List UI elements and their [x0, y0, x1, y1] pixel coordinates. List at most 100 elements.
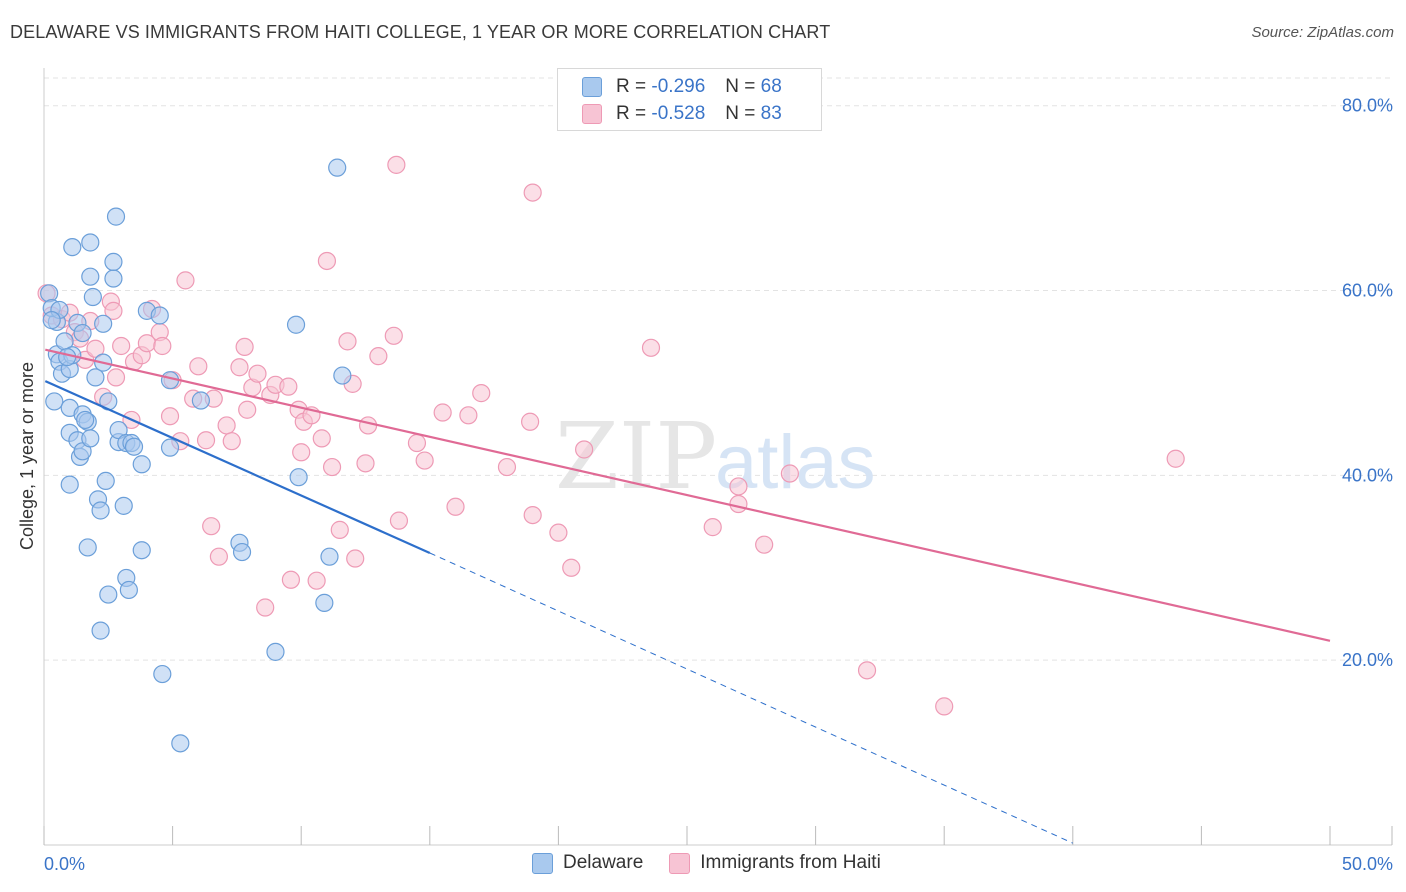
data-point-haiti: [369, 347, 388, 366]
data-point-delaware: [73, 323, 92, 343]
data-point-haiti: [729, 494, 748, 514]
data-point-haiti: [523, 505, 542, 525]
legend-r-value: -0.528: [651, 103, 706, 124]
data-point-haiti: [176, 271, 195, 290]
data-point-delaware: [289, 468, 308, 487]
data-point-haiti: [935, 697, 954, 716]
legend-swatch-haiti: [669, 852, 691, 874]
data-point-haiti: [521, 412, 540, 431]
data-point-haiti: [356, 454, 375, 473]
data-point-delaware: [104, 252, 123, 271]
data-point-haiti: [755, 535, 774, 554]
data-point-delaware: [94, 314, 113, 333]
data-point-haiti: [104, 301, 123, 320]
correlation-legend: R = -0.296 N = 68 R = -0.528 N = 83: [557, 68, 822, 131]
axes: [43, 68, 1393, 846]
data-point-delaware: [76, 410, 95, 430]
data-point-haiti: [86, 339, 105, 358]
data-point-delaware: [266, 642, 285, 661]
data-point-haiti: [575, 440, 594, 459]
data-point-delaware: [106, 207, 126, 226]
data-point-delaware: [83, 287, 102, 307]
data-point-haiti: [415, 451, 434, 470]
tick-labels: 20.0% 40.0% 60.0% 80.0% 0.0% 50.0%: [44, 96, 1393, 874]
series-delaware: [40, 158, 352, 753]
y-tick-label: 80.0%: [1342, 96, 1393, 116]
data-point-haiti: [641, 338, 661, 357]
data-point-haiti: [209, 547, 228, 566]
data-point-haiti: [307, 571, 326, 590]
data-point-delaware: [81, 267, 100, 286]
data-point-delaware: [153, 664, 172, 684]
data-point-delaware: [160, 438, 180, 457]
data-point-delaware: [63, 238, 82, 257]
data-point-delaware: [40, 284, 59, 303]
legend-label-delaware: Delaware: [563, 852, 644, 873]
x-tick-label: 0.0%: [44, 854, 85, 874]
trend-line-delaware-extension: [429, 552, 1074, 844]
data-point-haiti: [322, 457, 342, 477]
y-axis-label: College, 1 year or more: [17, 362, 37, 550]
legend-r-label: R =: [616, 103, 647, 124]
legend-row-haiti: R = -0.528 N = 83: [582, 103, 782, 125]
legend-n-label: N =: [725, 103, 756, 124]
legend-n-label: N =: [725, 76, 756, 97]
data-point-haiti: [235, 337, 254, 357]
data-point-haiti: [523, 183, 542, 202]
data-point-haiti: [407, 433, 427, 453]
data-point-haiti: [857, 661, 877, 680]
data-point-haiti: [497, 457, 517, 477]
data-point-delaware: [104, 269, 123, 288]
data-point-delaware: [132, 541, 151, 560]
data-point-delaware: [286, 315, 306, 334]
legend-swatch-delaware: [582, 77, 602, 97]
data-point-haiti: [472, 384, 491, 403]
data-point-haiti: [217, 416, 236, 435]
data-point-haiti: [153, 336, 172, 356]
data-point-delaware: [132, 455, 151, 474]
data-point-haiti: [562, 558, 581, 577]
data-point-haiti: [238, 400, 257, 419]
data-point-haiti: [729, 477, 748, 496]
trend-line-haiti: [45, 348, 1331, 642]
data-point-haiti: [202, 517, 221, 536]
y-tick-label: 60.0%: [1342, 281, 1393, 301]
data-point-delaware: [124, 437, 144, 456]
data-point-haiti: [384, 326, 403, 345]
data-point-haiti: [256, 598, 275, 617]
data-point-delaware: [86, 368, 105, 387]
data-point-haiti: [196, 431, 216, 450]
legend-item-delaware[interactable]: Delaware: [532, 852, 643, 874]
legend-swatch-delaware: [532, 852, 553, 874]
data-point-haiti: [248, 364, 267, 383]
data-point-haiti: [1166, 449, 1185, 468]
data-point-haiti: [281, 570, 301, 589]
data-point-delaware: [91, 621, 110, 640]
data-point-delaware: [60, 475, 79, 494]
legend-r-value: -0.296: [651, 76, 706, 97]
data-point-haiti: [358, 416, 378, 435]
data-point-delaware: [96, 471, 115, 491]
data-point-delaware: [191, 391, 210, 410]
y-tick-label: 40.0%: [1342, 465, 1393, 485]
data-point-haiti: [780, 464, 799, 483]
data-point-delaware: [81, 429, 100, 448]
data-point-haiti: [106, 368, 126, 387]
data-point-delaware: [114, 496, 133, 515]
data-point-delaware: [320, 547, 339, 566]
data-point-delaware: [150, 306, 169, 325]
data-point-haiti: [387, 155, 406, 174]
data-point-haiti: [160, 407, 180, 426]
watermark: ZIP atlas: [555, 403, 876, 510]
data-point-haiti: [346, 549, 365, 568]
data-point-haiti: [703, 518, 722, 537]
data-point-delaware: [81, 233, 100, 252]
data-point-haiti: [330, 520, 349, 539]
legend-row-delaware: R = -0.296 N = 68: [582, 76, 782, 98]
data-point-delaware: [99, 585, 118, 604]
legend-item-haiti[interactable]: Immigrants from Haiti: [669, 852, 881, 874]
data-point-haiti: [549, 523, 568, 542]
data-point-delaware: [315, 593, 334, 612]
legend-n-value: 83: [760, 103, 782, 124]
